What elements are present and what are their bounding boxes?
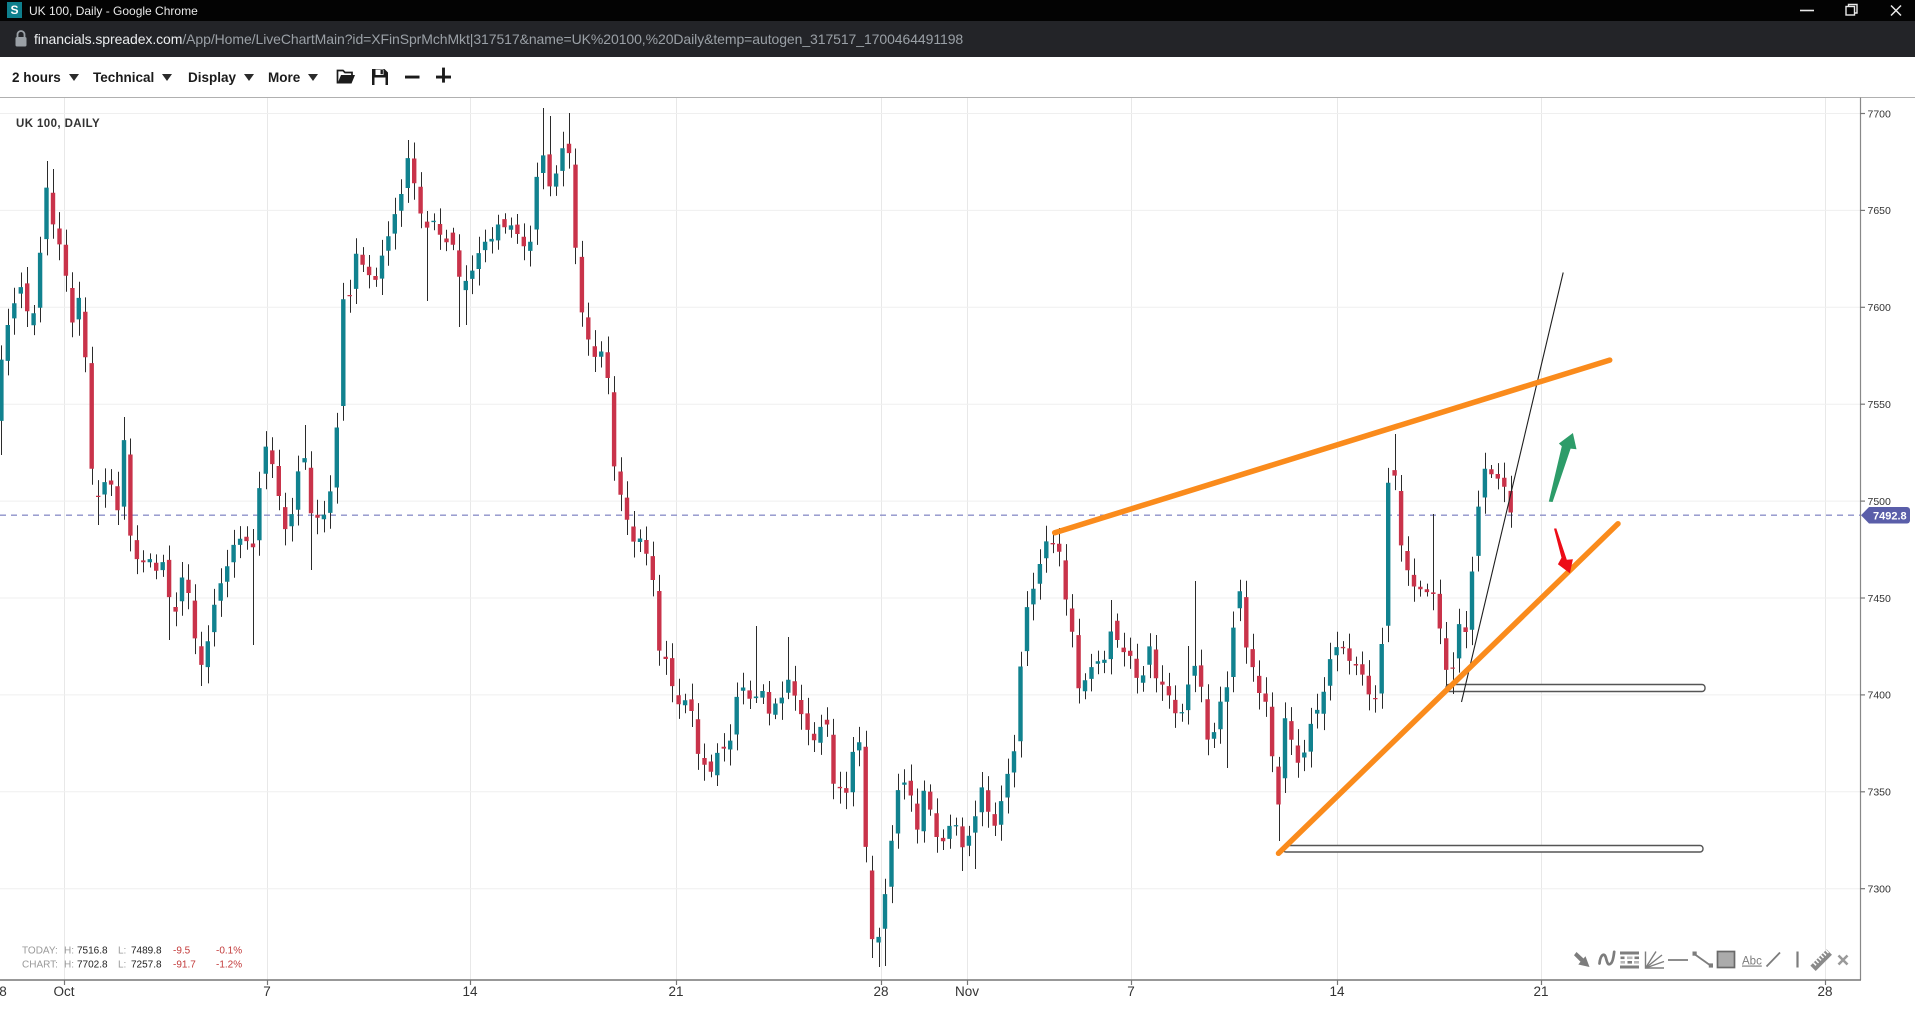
svg-text:7257.8: 7257.8 xyxy=(131,960,162,971)
svg-text:21: 21 xyxy=(668,984,683,999)
svg-text:21: 21 xyxy=(1533,984,1548,999)
svg-text:28: 28 xyxy=(1817,984,1832,999)
svg-text:Oct: Oct xyxy=(53,984,74,999)
svg-text:TODAY:: TODAY: xyxy=(22,946,58,957)
svg-text:7516.8: 7516.8 xyxy=(77,946,108,957)
svg-text:-91.7: -91.7 xyxy=(173,960,196,971)
svg-text:Abc: Abc xyxy=(1742,956,1762,968)
svg-text:L:: L: xyxy=(118,946,126,957)
svg-text:14: 14 xyxy=(1329,984,1345,999)
svg-text:7650: 7650 xyxy=(1868,205,1892,217)
svg-text:Nov: Nov xyxy=(955,984,979,999)
svg-text:7500: 7500 xyxy=(1868,496,1892,508)
svg-text:-1.2%: -1.2% xyxy=(216,960,242,971)
svg-text:CHART:: CHART: xyxy=(22,960,58,971)
svg-text:-0.1%: -0.1% xyxy=(216,946,242,957)
svg-text:14: 14 xyxy=(462,984,478,999)
svg-text:7702.8: 7702.8 xyxy=(77,960,108,971)
svg-text:7450: 7450 xyxy=(1868,593,1892,605)
svg-text:7400: 7400 xyxy=(1868,690,1892,702)
svg-text:7: 7 xyxy=(1127,984,1135,999)
svg-text:8: 8 xyxy=(0,984,7,999)
svg-text:H:: H: xyxy=(64,960,74,971)
svg-text:UK 100, DAILY: UK 100, DAILY xyxy=(16,118,100,130)
svg-text:H:: H: xyxy=(64,946,74,957)
svg-text:7350: 7350 xyxy=(1868,787,1892,799)
svg-text:7600: 7600 xyxy=(1868,302,1892,314)
svg-text:7492.8: 7492.8 xyxy=(1873,511,1907,523)
svg-text:7489.8: 7489.8 xyxy=(131,946,162,957)
svg-text:L:: L: xyxy=(118,960,126,971)
svg-text:7700: 7700 xyxy=(1868,108,1892,120)
svg-text:7: 7 xyxy=(263,984,271,999)
svg-text:7300: 7300 xyxy=(1868,884,1892,896)
svg-text:28: 28 xyxy=(873,984,888,999)
svg-text:7550: 7550 xyxy=(1868,399,1892,411)
svg-text:-9.5: -9.5 xyxy=(173,946,191,957)
